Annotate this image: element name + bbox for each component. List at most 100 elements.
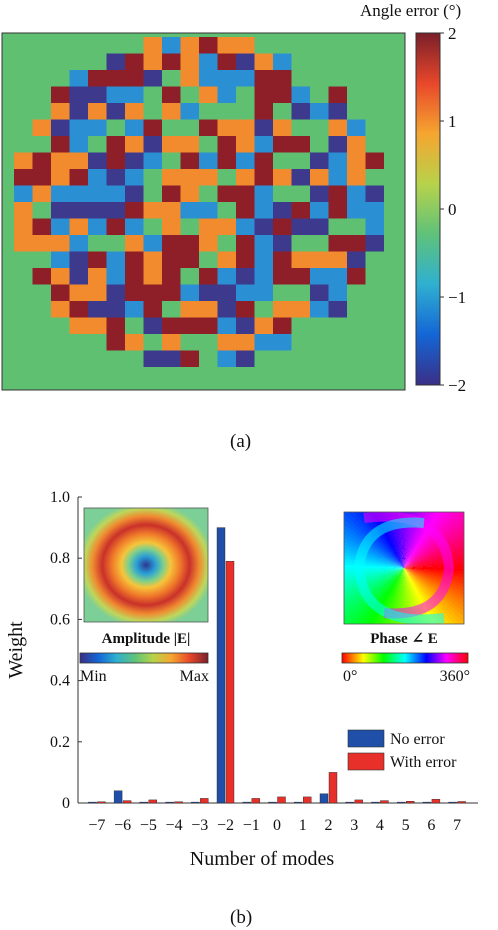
heatmap-cell (273, 235, 292, 252)
heatmap-cell (143, 53, 162, 70)
colorbar-tick-label: −1 (448, 288, 466, 307)
heatmap-cell (199, 202, 218, 219)
x-tick-label: 2 (324, 817, 332, 834)
heatmap-cell (347, 152, 366, 169)
heatmap-cell (236, 86, 255, 103)
phase-spiral-arm (363, 512, 455, 619)
heatmap-cell (32, 251, 51, 268)
heatmap-cell (236, 218, 255, 235)
heatmap-cell (328, 136, 347, 153)
heatmap-cell (236, 251, 255, 268)
heatmap-cell (254, 284, 273, 301)
phase-colorbar (341, 652, 469, 664)
heatmap-cell (69, 268, 88, 285)
heatmap-cell (125, 301, 144, 318)
heatmap-cell (125, 169, 144, 186)
heatmap-cell (199, 251, 218, 268)
heatmap-cell (180, 119, 199, 136)
bar-with-error (148, 799, 158, 804)
heatmap-cell (125, 70, 144, 87)
heatmap-cell (273, 185, 292, 202)
heatmap-cell (88, 169, 107, 186)
heatmap-cell (236, 152, 255, 169)
bar-no-error (294, 801, 303, 804)
heatmap-cell (14, 202, 33, 219)
heatmap-cell (217, 136, 236, 153)
heatmap-cell (14, 218, 33, 235)
legend-label-no-error: No error (390, 731, 445, 748)
x-tick-label: 3 (350, 817, 358, 834)
y-tick-label: 0.4 (50, 673, 70, 690)
heatmap-cell (199, 169, 218, 186)
bar-no-error (88, 801, 97, 804)
phase-wedge (348, 512, 404, 568)
heatmap-cell (273, 202, 292, 219)
heatmap-cell (88, 218, 107, 235)
heatmap-cell (217, 317, 236, 334)
heatmap-cell (88, 185, 107, 202)
heatmap-cell (106, 202, 125, 219)
heatmap-cell (347, 136, 366, 153)
heatmap-cell (125, 119, 144, 136)
colorbar (415, 32, 441, 386)
heatmap-cell (125, 86, 144, 103)
legend-swatch-no-error (347, 729, 385, 748)
heatmap-cell (273, 284, 292, 301)
heatmap-cell (180, 169, 199, 186)
heatmap-cell (125, 317, 144, 334)
heatmap-cell (273, 86, 292, 103)
heatmap-cell (162, 218, 181, 235)
heatmap-cell (310, 70, 329, 87)
heatmap-cell (69, 169, 88, 186)
heatmap-cell (236, 136, 255, 153)
heatmap-cell (180, 86, 199, 103)
heatmap-cell (236, 103, 255, 120)
heatmap-cell (310, 284, 329, 301)
heatmap-cell (51, 284, 70, 301)
heatmap-cell (143, 119, 162, 136)
heatmap-cell (199, 70, 218, 87)
heatmap-cell (143, 268, 162, 285)
panel-a: Angle error (°) 2 1 0 −1 −2 (a) (1, 1, 466, 452)
x-axis-label: Number of modes (190, 848, 335, 870)
heatmap-cell (254, 251, 273, 268)
heatmap-cell (180, 185, 199, 202)
heatmap-cell (199, 317, 218, 334)
heatmap-cell (32, 202, 51, 219)
heatmap-cell (51, 169, 70, 186)
heatmap-cell (180, 317, 199, 334)
heatmap-cell (199, 119, 218, 136)
heatmap-cell (365, 235, 384, 252)
bar-with-error (431, 799, 441, 804)
heatmap-cell (125, 235, 144, 252)
heatmap-cell (69, 136, 88, 153)
heatmap-cell (365, 169, 384, 186)
phase-wedge (344, 568, 404, 599)
heatmap-cell (347, 169, 366, 186)
heatmap-cell (143, 235, 162, 252)
bar-no-error (422, 801, 432, 804)
heatmap-border (1, 32, 406, 391)
heatmap-cell (69, 86, 88, 103)
heatmap-cell (106, 334, 125, 351)
heatmap-cell (143, 103, 162, 120)
heatmap-cell (14, 235, 33, 252)
heatmap-cell (162, 235, 181, 252)
heatmap-cell (217, 251, 236, 268)
heatmap-cell (143, 86, 162, 103)
heatmap-cell (310, 202, 329, 219)
heatmap-cell (365, 185, 384, 202)
heatmap-cell (310, 119, 329, 136)
heatmap-cell (365, 152, 384, 169)
heatmap-cell (236, 235, 255, 252)
phase-min-label: 0° (343, 668, 357, 685)
bar-with-error (122, 800, 132, 804)
heatmap-cell (236, 284, 255, 301)
heatmap-cell (143, 152, 162, 169)
heatmap-cell (51, 119, 70, 136)
heatmap-cell (106, 103, 125, 120)
bar-no-error (448, 801, 457, 804)
bar-with-error (354, 799, 363, 804)
heatmap-cell (125, 284, 144, 301)
